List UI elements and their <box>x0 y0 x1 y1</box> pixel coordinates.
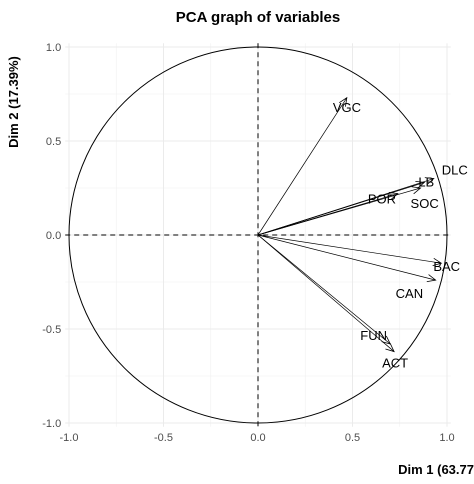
y-tick-label: 1.0 <box>46 42 61 54</box>
y-tick-label: 0.5 <box>46 136 61 148</box>
x-tick-label: 1.0 <box>439 432 454 444</box>
label-lb: LB <box>418 174 434 189</box>
y-tick-label: 0.0 <box>46 230 61 242</box>
arrow-act <box>257 234 395 352</box>
arrowhead-can <box>426 274 437 283</box>
label-can: CAN <box>396 286 423 301</box>
arrow-soc <box>257 187 421 236</box>
label-por: POR <box>368 192 396 207</box>
arrowhead-act <box>385 343 395 353</box>
axes: -1.0 -0.5 0.0 0.5 1.0 -1.0 -0.5 0.0 0.5 1.0 <box>42 42 454 444</box>
arrowhead-bac <box>432 257 443 266</box>
y-tick-label: -0.5 <box>42 324 61 336</box>
x-tick-label: 0.0 <box>250 432 265 444</box>
x-tick-label: -0.5 <box>154 432 173 444</box>
x-tick-label: 0.5 <box>345 432 360 444</box>
label-soc: SOC <box>411 196 439 211</box>
arrow-lb <box>257 182 425 236</box>
y-axis-title: Dim 2 (17.39%) <box>6 56 21 148</box>
arrow-can <box>257 234 436 281</box>
label-bac: BAC <box>433 259 460 274</box>
arrowhead-vgc <box>339 96 348 107</box>
arrow-bac <box>257 234 442 264</box>
variable-labels: VGC DLC LB POR SOC BAC CAN FUN ACT <box>333 100 468 371</box>
label-act: ACT <box>382 356 408 371</box>
x-axis-title: Dim 1 (63.77%) <box>398 462 474 477</box>
label-vgc: VGC <box>333 100 361 115</box>
arrowhead-lb <box>415 180 426 189</box>
arrowhead-por <box>388 192 399 200</box>
chart-title: PCA graph of variables <box>176 9 341 26</box>
arrow-vgc <box>257 97 348 236</box>
variable-arrows <box>257 96 443 353</box>
label-dlc: DLC <box>442 163 468 178</box>
arrowhead-soc <box>411 186 422 195</box>
label-fun: FUN <box>360 328 387 343</box>
x-tick-label: -1.0 <box>60 432 79 444</box>
arrowhead-dlc <box>424 177 435 185</box>
correlation-circle <box>68 46 448 424</box>
y-tick-label: -1.0 <box>42 418 61 430</box>
arrow-fun <box>257 234 391 345</box>
